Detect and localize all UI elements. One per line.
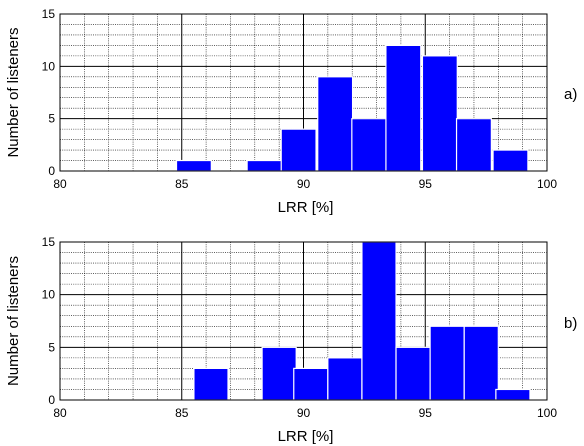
histogram-bar: [280, 128, 317, 172]
x-tick-label: 95: [419, 406, 433, 420]
panel-label: a): [564, 86, 577, 103]
y-tick-label: 15: [42, 7, 56, 21]
histogram-bar: [351, 118, 388, 172]
histogram-bar: [261, 346, 297, 401]
x-tick-label: 90: [297, 177, 311, 191]
histogram-bar: [495, 388, 531, 401]
histogram-bar: [429, 325, 465, 401]
x-tick-label: 85: [175, 177, 189, 191]
x-axis-title: LRR [%]: [278, 199, 334, 216]
histogram-bar: [463, 325, 499, 401]
x-tick-label: 90: [297, 406, 311, 420]
histogram-panel-b: 80 85 90 95 100 0 5 10 15 LRR [%] Number of listen…: [5, 235, 577, 445]
y-tick-label: 15: [42, 235, 56, 249]
x-tick-label: 100: [537, 406, 557, 420]
y-tick-label: 0: [48, 393, 55, 407]
histogram-bar: [246, 159, 283, 172]
histogram-bar: [293, 367, 329, 401]
histogram-bar: [395, 346, 431, 401]
y-tick-label: 0: [48, 164, 55, 178]
plot-frame: [59, 13, 548, 172]
bars: [193, 241, 531, 401]
x-tick-label: 85: [175, 406, 189, 420]
y-tick-label: 10: [42, 59, 56, 73]
y-tick-label: 5: [48, 112, 55, 126]
x-tick-label: 80: [53, 406, 67, 420]
histogram-bar: [327, 357, 363, 401]
x-tick-label: 100: [537, 177, 557, 191]
histogram-bar: [455, 118, 492, 172]
x-tick-label: 80: [53, 177, 67, 191]
histogram-bar: [193, 367, 229, 401]
histogram-bar: [317, 76, 354, 172]
histogram-bar: [175, 159, 212, 172]
panel-label: b): [564, 315, 577, 332]
histogram-bar: [492, 149, 529, 172]
y-tick-label: 5: [48, 340, 55, 354]
x-axis-title: LRR [%]: [278, 428, 334, 445]
plot-frame: [59, 241, 548, 401]
y-axis-title: Number of listeners: [5, 256, 22, 386]
histogram-panel-a: 80 85 90 95 100 0 5 10 15 LRR [%] Number of listen…: [5, 7, 577, 216]
histogram-bar: [361, 241, 397, 401]
x-tick-label: 95: [419, 177, 433, 191]
bars: [175, 44, 529, 172]
y-tick-label: 10: [42, 288, 56, 302]
y-axis-title: Number of listeners: [5, 27, 22, 157]
histogram-bar: [421, 55, 458, 172]
histogram-bar: [385, 44, 422, 172]
